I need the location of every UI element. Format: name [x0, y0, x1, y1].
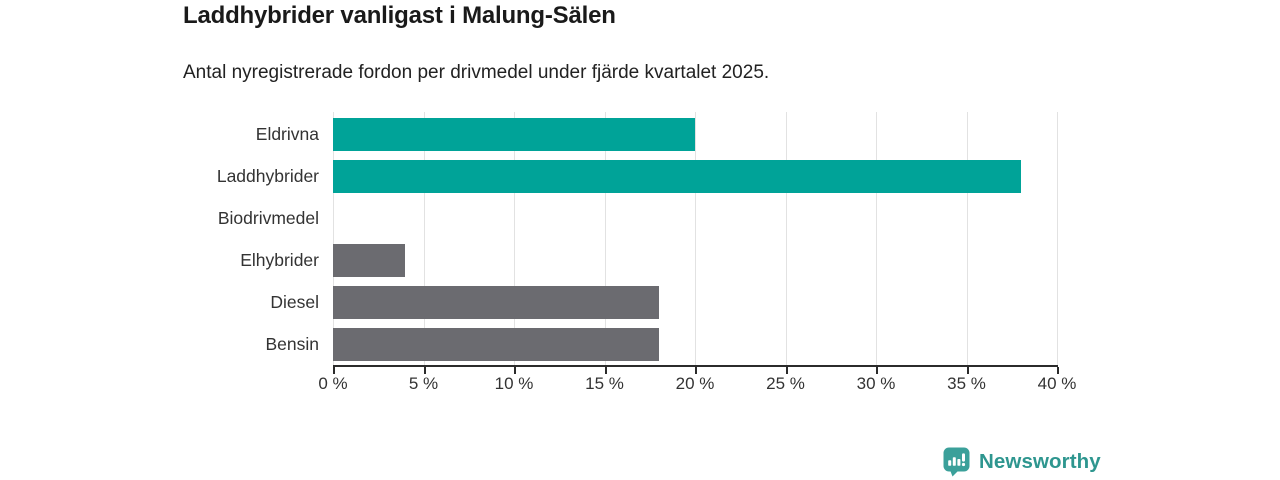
x-axis-tick	[514, 367, 516, 374]
plot-area	[333, 112, 1058, 365]
x-axis-tick	[966, 367, 969, 374]
x-axis-tick	[423, 367, 426, 374]
x-tick-label: 0 %	[318, 374, 348, 393]
category-label: Eldrivna	[255, 124, 319, 144]
gridline	[1057, 112, 1058, 365]
brand-name: Newsworthy	[979, 450, 1101, 473]
gridline	[423, 112, 425, 365]
x-tick-label: 20 %	[675, 374, 715, 393]
chart-title: Laddhybrider vanligast i Malung-Sälen	[183, 2, 616, 29]
x-tick-label: 40 %	[1037, 374, 1077, 393]
category-label: Elhybrider	[240, 250, 319, 270]
x-axis-tick	[1057, 367, 1059, 374]
x-axis-tick	[695, 367, 697, 374]
brand-footer: Newsworthy	[943, 447, 1101, 477]
gridline	[695, 112, 696, 365]
gridline	[966, 112, 968, 365]
bar-diesel	[333, 286, 659, 319]
x-axis-tick	[333, 367, 335, 374]
gridline	[333, 112, 334, 365]
bar-eldrivna	[333, 118, 695, 151]
category-label: Biodrivmedel	[217, 208, 319, 228]
gridline	[876, 112, 877, 365]
bar-laddhybrider	[333, 160, 1021, 193]
x-tick-label: 5 %	[408, 374, 439, 393]
x-axis-tick	[785, 367, 788, 374]
x-tick-label: 35 %	[947, 374, 986, 393]
x-axis-line	[333, 365, 1058, 367]
gridline	[604, 112, 606, 365]
chart-subtitle: Antal nyregistrerade fordon per drivmede…	[183, 62, 770, 83]
x-tick-label: 15 %	[585, 374, 624, 393]
x-tick-label: 10 %	[494, 374, 534, 393]
category-label: Diesel	[270, 292, 319, 312]
gridline	[514, 112, 515, 365]
bar-bensin	[333, 328, 659, 361]
category-label: Laddhybrider	[216, 166, 319, 186]
bar-elhybrider	[333, 244, 406, 277]
x-axis-tick	[604, 367, 607, 374]
x-axis-tick	[876, 367, 878, 374]
x-tick-label: 30 %	[856, 374, 896, 393]
newsworthy-logo-icon	[943, 447, 970, 477]
x-tick-label: 25 %	[766, 374, 805, 393]
gridline	[785, 112, 787, 365]
category-label: Bensin	[265, 334, 319, 354]
